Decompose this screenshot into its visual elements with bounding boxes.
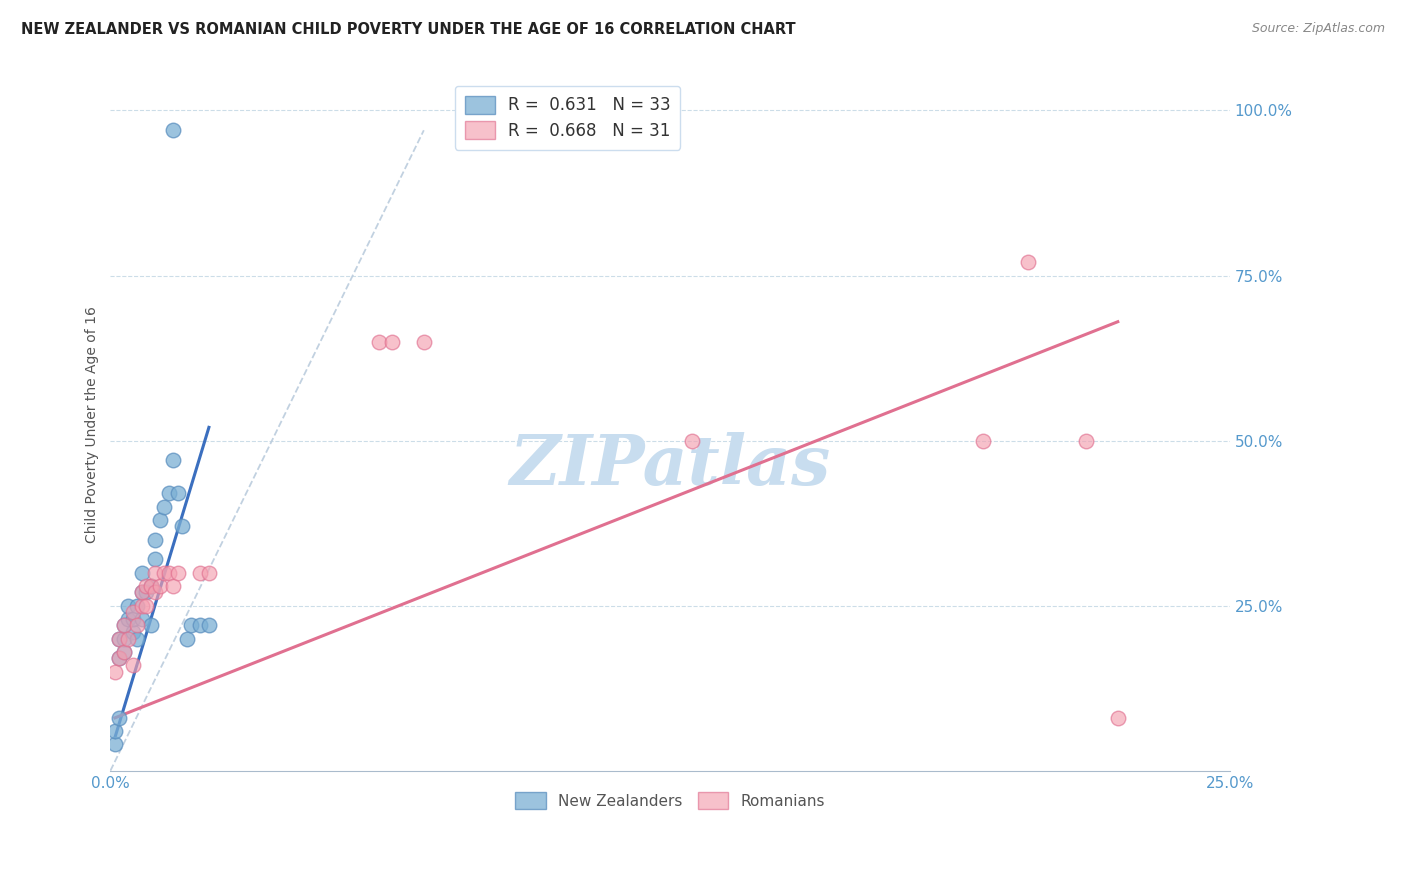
Point — [112, 618, 135, 632]
Point — [121, 658, 143, 673]
Point — [162, 123, 184, 137]
Point — [139, 579, 162, 593]
Point — [117, 599, 139, 613]
Point — [104, 724, 127, 739]
Point — [135, 585, 157, 599]
Point — [1107, 711, 1129, 725]
Point — [108, 651, 131, 665]
Point — [117, 632, 139, 646]
Point — [188, 566, 211, 580]
Point — [162, 579, 184, 593]
Point — [108, 711, 131, 725]
Point — [143, 566, 166, 580]
Point — [149, 579, 172, 593]
Point — [166, 566, 188, 580]
Point — [131, 566, 153, 580]
Legend: New Zealanders, Romanians: New Zealanders, Romanians — [509, 786, 831, 815]
Point — [121, 612, 143, 626]
Point — [143, 552, 166, 566]
Point — [127, 599, 149, 613]
Point — [157, 566, 180, 580]
Point — [198, 566, 221, 580]
Point — [139, 618, 162, 632]
Point — [162, 453, 184, 467]
Point — [381, 334, 404, 349]
Text: NEW ZEALANDER VS ROMANIAN CHILD POVERTY UNDER THE AGE OF 16 CORRELATION CHART: NEW ZEALANDER VS ROMANIAN CHILD POVERTY … — [21, 22, 796, 37]
Point — [121, 625, 143, 640]
Point — [153, 566, 176, 580]
Point — [188, 618, 211, 632]
Point — [180, 618, 202, 632]
Point — [104, 665, 127, 679]
Point — [143, 533, 166, 547]
Point — [198, 618, 221, 632]
Point — [112, 618, 135, 632]
Point — [972, 434, 994, 448]
Point — [176, 632, 198, 646]
Point — [104, 737, 127, 751]
Point — [131, 585, 153, 599]
Point — [135, 579, 157, 593]
Point — [153, 500, 176, 514]
Point — [143, 585, 166, 599]
Point — [131, 585, 153, 599]
Point — [681, 434, 703, 448]
Point — [157, 486, 180, 500]
Point — [108, 651, 131, 665]
Point — [127, 632, 149, 646]
Point — [166, 486, 188, 500]
Point — [149, 513, 172, 527]
Point — [112, 645, 135, 659]
Point — [139, 579, 162, 593]
Point — [1076, 434, 1098, 448]
Point — [131, 599, 153, 613]
Point — [368, 334, 391, 349]
Point — [135, 599, 157, 613]
Point — [131, 612, 153, 626]
Point — [108, 632, 131, 646]
Text: ZIPatlas: ZIPatlas — [509, 432, 831, 500]
Point — [412, 334, 434, 349]
Point — [117, 612, 139, 626]
Y-axis label: Child Poverty Under the Age of 16: Child Poverty Under the Age of 16 — [86, 306, 100, 542]
Text: Source: ZipAtlas.com: Source: ZipAtlas.com — [1251, 22, 1385, 36]
Point — [112, 645, 135, 659]
Point — [108, 632, 131, 646]
Point — [112, 632, 135, 646]
Point — [127, 618, 149, 632]
Point — [1017, 255, 1039, 269]
Point — [170, 519, 193, 533]
Point — [121, 605, 143, 619]
